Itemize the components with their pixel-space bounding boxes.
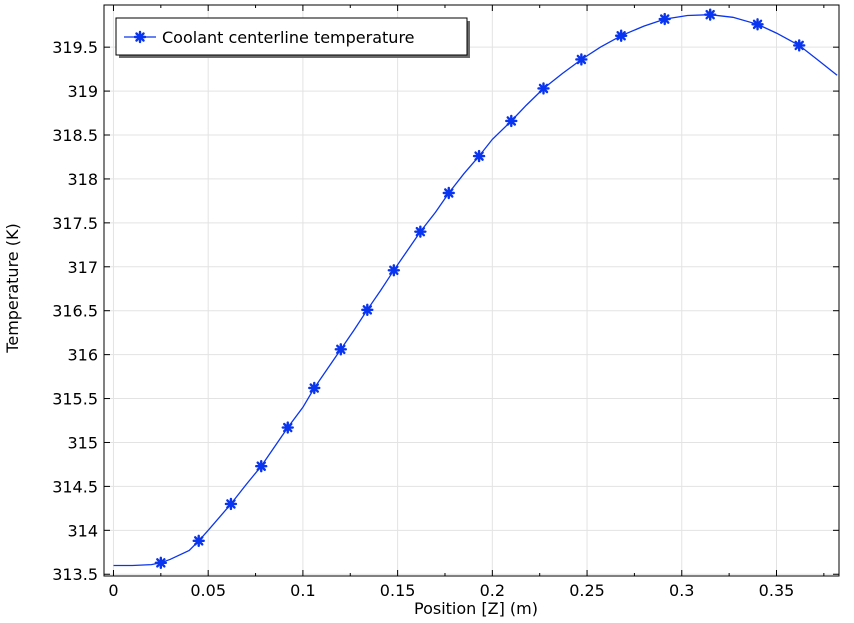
y-tick-label: 316 (67, 346, 98, 365)
data-point-marker (703, 8, 717, 21)
data-point-marker (472, 149, 486, 163)
data-point-marker (192, 534, 205, 548)
data-point-marker (793, 39, 806, 52)
data-point-marker (414, 225, 427, 238)
y-tick-label: 315.5 (52, 390, 98, 409)
data-point-marker (361, 303, 374, 317)
x-tick-label: 0.1 (290, 581, 315, 600)
y-tick-label: 314 (67, 521, 98, 540)
data-point-marker (614, 29, 628, 42)
data-point-marker (334, 343, 347, 356)
y-tick-label: 316.5 (52, 302, 98, 321)
y-tick-label: 318.5 (52, 126, 98, 145)
y-tick-label: 319.5 (52, 38, 98, 57)
axis-ticks: 0 0.05 0.1 0.15 0.2 0.25 0.3 0.35 313.5 314 314.5 3… (52, 5, 839, 600)
legend-box (115, 17, 468, 56)
data-point-marker (537, 82, 550, 95)
x-tick-label: 0.2 (480, 581, 505, 600)
y-tick-label: 314.5 (52, 477, 98, 496)
y-tick-label: 317.5 (52, 214, 98, 233)
x-tick-label: 0 (108, 581, 118, 600)
data-point-marker (387, 264, 401, 277)
grid-lines (104, 5, 839, 576)
data-point-marker (575, 53, 588, 66)
x-tick-label: 0.3 (669, 581, 694, 600)
data-point-marker (308, 381, 321, 395)
y-tick-label: 313.5 (52, 565, 98, 584)
x-tick-label: 0.05 (190, 581, 226, 600)
data-point-marker (505, 114, 518, 128)
data-point-marker (281, 421, 294, 434)
data-point-marker (751, 18, 764, 31)
x-tick-label: 0.15 (380, 581, 416, 600)
x-tick-label: 0.25 (569, 581, 605, 600)
legend-entry-label: Coolant centerline temperature (162, 28, 415, 47)
y-tick-label: 319 (67, 82, 98, 101)
legend: Coolant centerline temperature (115, 17, 470, 58)
plot-frame (103, 4, 840, 577)
data-point-marker (442, 186, 455, 200)
data-point-marker (224, 497, 238, 511)
y-tick-label: 318 (67, 170, 98, 189)
x-axis-title: Position [Z] (m) (414, 599, 538, 618)
y-tick-label: 317 (67, 258, 98, 277)
x-tick-label: 0.35 (759, 581, 795, 600)
series-line (113, 14, 838, 567)
data-point-marker (255, 459, 268, 473)
series-layer (113, 8, 838, 570)
y-axis-title: Temperature (K) (3, 223, 22, 353)
data-point-marker (154, 556, 168, 570)
y-tick-label: 315 (67, 433, 98, 452)
data-point-marker (658, 12, 671, 26)
legend-series-marker (133, 30, 147, 44)
